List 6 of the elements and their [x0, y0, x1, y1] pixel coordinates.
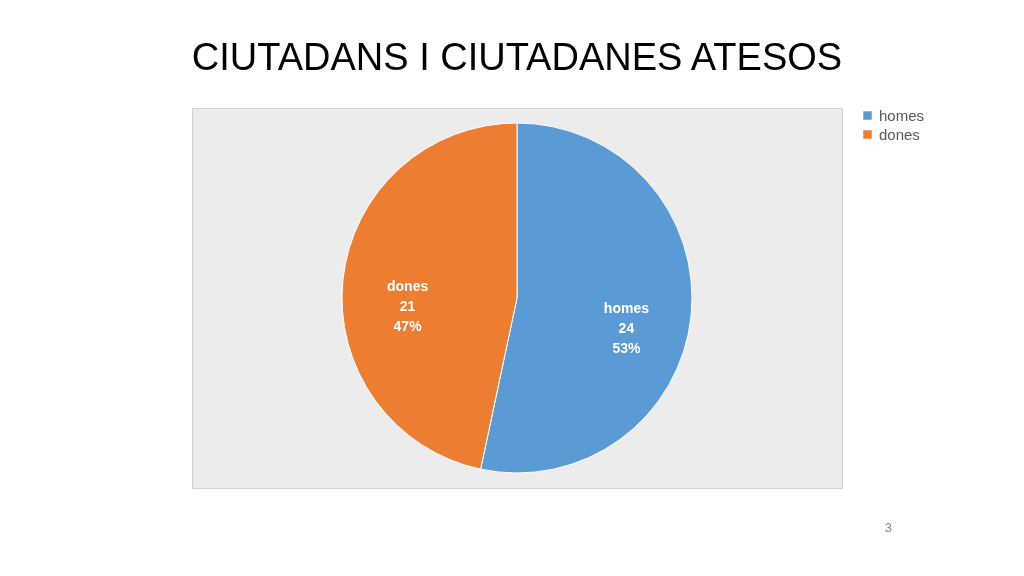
legend-label: dones [879, 125, 920, 143]
chart-title: CIUTADANS I CIUTADANES ATESOS [191, 36, 843, 78]
text: 3 [884, 520, 892, 535]
data-label: dones 21 47% [386, 277, 429, 334]
data-label: homes 24 53% [603, 300, 650, 357]
legend-label: homes [879, 106, 925, 124]
